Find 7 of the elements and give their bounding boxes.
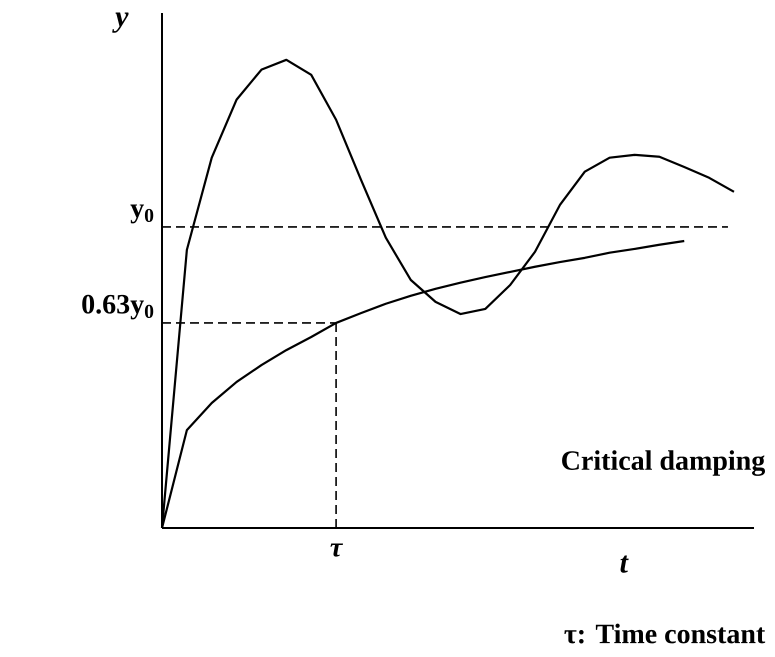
x-axis-title: t bbox=[620, 556, 629, 573]
annotation: Critical damping bbox=[562, 450, 765, 476]
ref-line-label: y$_{0}$ bbox=[130, 204, 154, 224]
text: τ: Time constant bbox=[564, 624, 766, 644]
y-axis-title: y bbox=[112, 12, 129, 33]
ref-line-label: 0.63y$_{0}$ bbox=[82, 294, 154, 320]
text: τ bbox=[330, 544, 344, 557]
